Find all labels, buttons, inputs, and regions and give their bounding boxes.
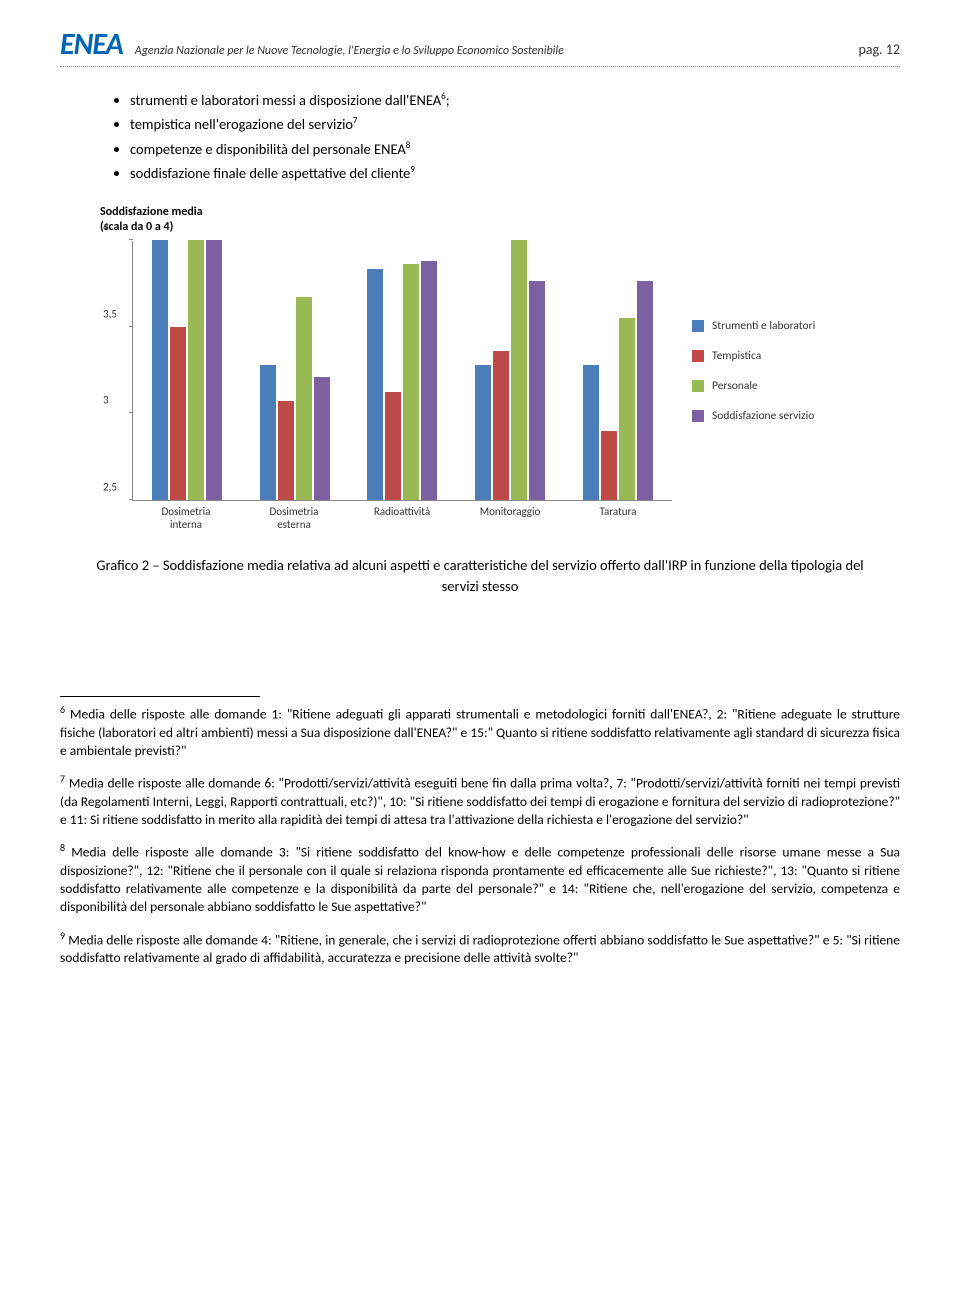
bar [475, 365, 491, 500]
footnote: 6 Media delle risposte alle domande 1: "… [60, 703, 900, 760]
enea-logo: ENEA [60, 30, 123, 60]
x-axis-label: Monitoraggio [456, 505, 564, 531]
chart-title-line1: Soddisfazione media [100, 205, 203, 219]
bar-group [133, 241, 241, 500]
agency-subtitle: Agenzia Nazionale per le Nuove Tecnologi… [135, 44, 847, 60]
y-tick-label: 4 [103, 220, 109, 233]
chart-caption: Grafico 2 – Soddisfazione media relativa… [90, 555, 870, 596]
chart-plot: 2,533,54 [132, 241, 672, 501]
footnote: 7 Media delle risposte alle domande 6: "… [60, 772, 900, 829]
bullet-item: strumenti e laboratori messi a disposizi… [130, 89, 900, 111]
footnote-text: Media delle risposte alle domande 6: "Pr… [60, 775, 900, 828]
bullet-text: soddisfazione finale delle aspettative d… [130, 164, 410, 182]
bullet-tail: ; [446, 91, 450, 109]
chart-container: Soddisfazione media (scala da 0 a 4) 2,5… [100, 205, 860, 531]
legend-swatch [692, 320, 704, 332]
y-tick-label: 3 [103, 394, 109, 407]
bar [385, 392, 401, 499]
footnote-text: Media delle risposte alle domande 3: "Si… [60, 844, 900, 916]
legend-label: Personale [712, 379, 758, 393]
bar [421, 261, 437, 500]
logo-text: ENEA [60, 26, 123, 63]
bar [367, 269, 383, 500]
x-axis-label: Dosimetriaesterna [240, 505, 348, 531]
bar [619, 318, 635, 500]
legend-swatch [692, 410, 704, 422]
bar [493, 351, 509, 500]
legend-label: Soddisfazione servizio [712, 409, 814, 423]
bar-group [564, 241, 672, 500]
bar [260, 365, 276, 500]
footnote-separator [60, 696, 260, 697]
bar [511, 240, 527, 500]
footnote-text: Media delle risposte alle domande 4: "Ri… [60, 931, 900, 966]
bar-groups [133, 241, 672, 500]
bar [601, 431, 617, 500]
bar [206, 240, 222, 500]
x-axis-label: Radioattività [348, 505, 456, 531]
x-axis-labels: DosimetriainternaDosimetriaesternaRadioa… [132, 505, 672, 531]
chart-title: Soddisfazione media (scala da 0 a 4) [100, 205, 860, 235]
bullet-item: tempistica nell'erogazione del servizio7 [130, 113, 900, 135]
y-tick-mark [129, 499, 133, 500]
bar [637, 281, 653, 499]
bar [583, 365, 599, 500]
legend-item: Strumenti e laboratori [692, 319, 815, 333]
bullet-list: strumenti e laboratori messi a disposizi… [130, 89, 900, 185]
y-tick-mark [129, 326, 133, 327]
bar [314, 377, 330, 500]
legend-item: Soddisfazione servizio [692, 409, 815, 423]
y-tick-label: 3,5 [103, 307, 117, 320]
footnote-text: Media delle risposte alle domande 1: "Ri… [60, 705, 900, 758]
y-tick-mark [129, 412, 133, 413]
chart-area: 2,533,54 DosimetriainternaDosimetriaeste… [100, 241, 860, 531]
footnote: 8 Media delle risposte alle domande 3: "… [60, 841, 900, 916]
footnote-number: 9 [60, 929, 65, 942]
chart-legend: Strumenti e laboratori Tempistica Personal… [692, 241, 815, 531]
bar-group [349, 241, 457, 500]
legend-item: Personale [692, 379, 815, 393]
bullet-text: tempistica nell'erogazione del servizio [130, 115, 353, 133]
x-axis-label: Dosimetriainterna [132, 505, 240, 531]
y-tick-label: 2,5 [103, 480, 117, 493]
footnote-number: 8 [60, 841, 65, 854]
bar-group [456, 241, 564, 500]
bar-group [241, 241, 349, 500]
footnote-number: 7 [60, 772, 65, 785]
bar [296, 297, 312, 500]
chart-title-line2: (scala da 0 a 4) [100, 220, 173, 234]
legend-item: Tempistica [692, 349, 815, 363]
bullet-text: strumenti e laboratori messi a disposizi… [130, 91, 441, 109]
y-tick-mark [129, 239, 133, 240]
x-axis-label: Taratura [564, 505, 672, 531]
footnote-number: 6 [60, 703, 65, 716]
legend-label: Tempistica [712, 349, 761, 363]
bullet-item: competenze e disponibilità del personale… [130, 138, 900, 160]
legend-label: Strumenti e laboratori [712, 319, 815, 333]
page-header: ENEA Agenzia Nazionale per le Nuove Tecn… [60, 30, 900, 67]
footnote-ref: 8 [406, 140, 411, 151]
bar [278, 401, 294, 500]
bullet-item: soddisfazione finale delle aspettative d… [130, 162, 900, 184]
footnote: 9 Media delle risposte alle domande 4: "… [60, 929, 900, 968]
bar [403, 264, 419, 500]
page-number: pag. 12 [858, 41, 900, 60]
footnote-ref: 7 [353, 116, 358, 127]
bullet-text: competenze e disponibilità del personale… [130, 140, 406, 158]
footnotes: 6 Media delle risposte alle domande 1: "… [60, 703, 900, 968]
footnote-ref: 9 [410, 165, 415, 176]
legend-swatch [692, 380, 704, 392]
bar [188, 240, 204, 500]
legend-swatch [692, 350, 704, 362]
bar [529, 281, 545, 499]
bar [170, 327, 186, 500]
bar [152, 240, 168, 500]
